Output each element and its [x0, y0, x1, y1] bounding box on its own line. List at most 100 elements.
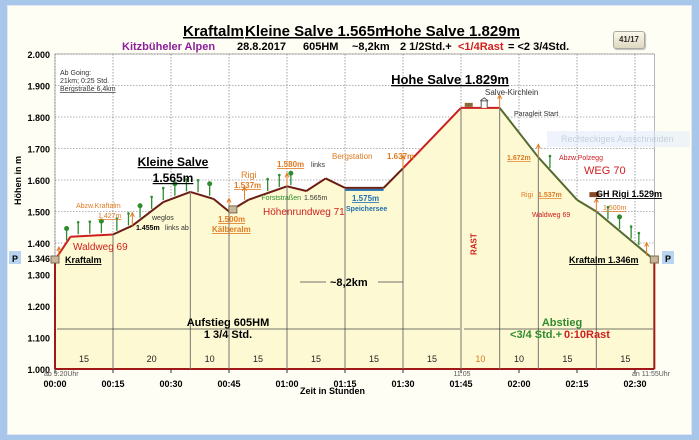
- arrow-head-icon: [535, 143, 541, 149]
- x-tick-label: 00:00: [43, 379, 66, 389]
- annotation-abstieg2b: 0:10Rast: [564, 329, 610, 341]
- tree-icon: [288, 170, 294, 176]
- annotation-kirchlein: Salve-Kirchlein: [485, 88, 538, 97]
- profile-line-segment: [212, 198, 230, 213]
- arrow-head-icon: [400, 154, 406, 160]
- segment-duration: 15: [79, 354, 89, 364]
- y-tick-label: 1.800: [27, 113, 50, 123]
- tree-icon: [137, 203, 143, 209]
- page-badge[interactable]: 41/17: [613, 31, 645, 49]
- annotation-rast: RAST: [470, 233, 479, 255]
- y-tick-label: 1.600: [27, 176, 50, 186]
- annotation-abstieg2a: <3/4 Std.+: [510, 329, 562, 341]
- annotation-ghrigi: GH Rigi 1.529m: [596, 189, 662, 199]
- annotation-going2: 21km; 0:25 Std.: [60, 78, 109, 85]
- annotation-distance: ~8,2km: [330, 277, 368, 289]
- profile-line-segment: [131, 201, 164, 227]
- tree-icon: [98, 218, 104, 224]
- tree-icon: [115, 217, 119, 221]
- tree-icon: [172, 181, 178, 187]
- hut-icon: [464, 102, 473, 107]
- ascent-label: 605HM: [303, 41, 338, 53]
- parking-sign-icon: [662, 251, 674, 264]
- arrow-head-icon: [129, 211, 135, 217]
- segment-duration: 10: [475, 354, 485, 364]
- annotation-links: links: [311, 162, 326, 169]
- tree-icon: [127, 212, 130, 215]
- y-tick-label: 1.200: [27, 302, 50, 312]
- x-tick-label: 02:00: [507, 379, 530, 389]
- profile-line-segment: [595, 210, 655, 261]
- x-tick-label: 02:30: [623, 379, 646, 389]
- annotation-m1672: 1.672m: [507, 155, 531, 162]
- annotation-m1427: 1.427m: [98, 213, 122, 220]
- x-tick-label: 02:15: [565, 379, 588, 389]
- y-tick-label: 1.000: [27, 365, 50, 375]
- annotation-forst_m: 1.565m: [304, 195, 328, 202]
- walk-time-label: 2 1/2Std.+: [400, 41, 452, 53]
- ghost-tooltip: Rechteckiges Ausschneiden: [547, 131, 690, 147]
- arrow-head-icon: [497, 93, 503, 100]
- x-tick-label: 00:45: [217, 379, 240, 389]
- annotation-weglos: weglos: [151, 215, 174, 222]
- y-tick-label: 1.700: [27, 145, 50, 155]
- y-tick-label: 1.100: [27, 334, 50, 344]
- date-label: 28.8.2017: [237, 41, 286, 53]
- time-annotation-end: an 11:55Uhr: [632, 371, 671, 378]
- y-tick-label: 1.300: [27, 271, 50, 281]
- segment-duration: 15: [620, 354, 630, 364]
- x-tick-label: 00:15: [101, 379, 124, 389]
- profile-fill: [55, 107, 655, 370]
- profile-line-segment: [498, 107, 540, 158]
- x-tick-label: 01:30: [391, 379, 414, 389]
- tree-icon: [548, 154, 552, 158]
- hut-icon: [649, 255, 659, 264]
- profile-line-segment: [112, 224, 133, 236]
- x-tick-label: 01:00: [275, 379, 298, 389]
- tree-icon: [637, 231, 641, 235]
- annotation-weg70: WEG 70: [584, 165, 626, 177]
- y-tick-label: 1.900: [27, 82, 50, 92]
- annotations: Ab Going:21km; 0:25 Std.Bergstraße 6,4km…: [12, 70, 671, 378]
- arrow-head-icon: [284, 172, 290, 178]
- arrow-head-icon: [226, 197, 232, 203]
- annotation-parking: P: [665, 254, 671, 264]
- tree-icon: [64, 226, 70, 232]
- axes: 1.000 1.100 1.200 1.400 1.500 1.600 1.700 1.800…: [27, 50, 646, 389]
- tree-icon: [629, 225, 633, 228]
- annotation-going1: Ab Going:: [60, 70, 91, 77]
- annotation-ks1: Kleine Salve: [138, 155, 209, 169]
- annotation-m1580: 1.580m: [277, 160, 304, 169]
- x-tick-label: 01:45: [449, 379, 472, 389]
- hut-icon: [50, 255, 60, 264]
- tree-icon: [196, 178, 200, 182]
- segment-duration: 10: [514, 354, 524, 364]
- annotation-bergstation_m: 1.637m: [387, 152, 414, 161]
- annotation-paragleit: Paragleit Start: [514, 111, 558, 118]
- segment-duration: 15: [253, 354, 263, 364]
- title-part-1: Kraftalm: [183, 23, 244, 40]
- annotation-m1500b: 1.500m: [603, 205, 627, 212]
- chart-header: Kraftalm Kleine Salve 1.565m Hohe Salve …: [122, 23, 569, 53]
- arrow-head-icon: [593, 197, 599, 203]
- rest-time-label: <1/4Rast: [458, 41, 504, 53]
- annotation-abstieg1: Abstieg: [542, 317, 582, 329]
- annotation-kraftalm1: Kraftalm: [65, 255, 102, 265]
- profile-line-segment: [190, 191, 214, 200]
- annotation-waldweg2: Waldweg 69: [532, 212, 570, 219]
- annotation-rigi1_m: 1.537m: [234, 181, 261, 190]
- tree-icon: [88, 220, 92, 223]
- time-annotation-summit: 11:05: [454, 371, 471, 378]
- title-part-3: Hohe Salve 1.829m: [384, 23, 520, 40]
- profile-area: [54, 106, 656, 370]
- segment-duration: 15: [369, 354, 379, 364]
- chapel-icon: [479, 97, 489, 108]
- annotation-bergstation: Bergstation: [332, 152, 372, 161]
- annotation-abzw_kraftalm: Abzw.Kraftalm: [76, 203, 121, 210]
- arrow-head-icon: [242, 185, 247, 192]
- segment-duration: 15: [311, 354, 321, 364]
- total-time-label: = <2 3/4Std.: [508, 41, 569, 53]
- profile-line-segment: [382, 167, 404, 189]
- annotation-forst: Forststraßen: [261, 195, 301, 202]
